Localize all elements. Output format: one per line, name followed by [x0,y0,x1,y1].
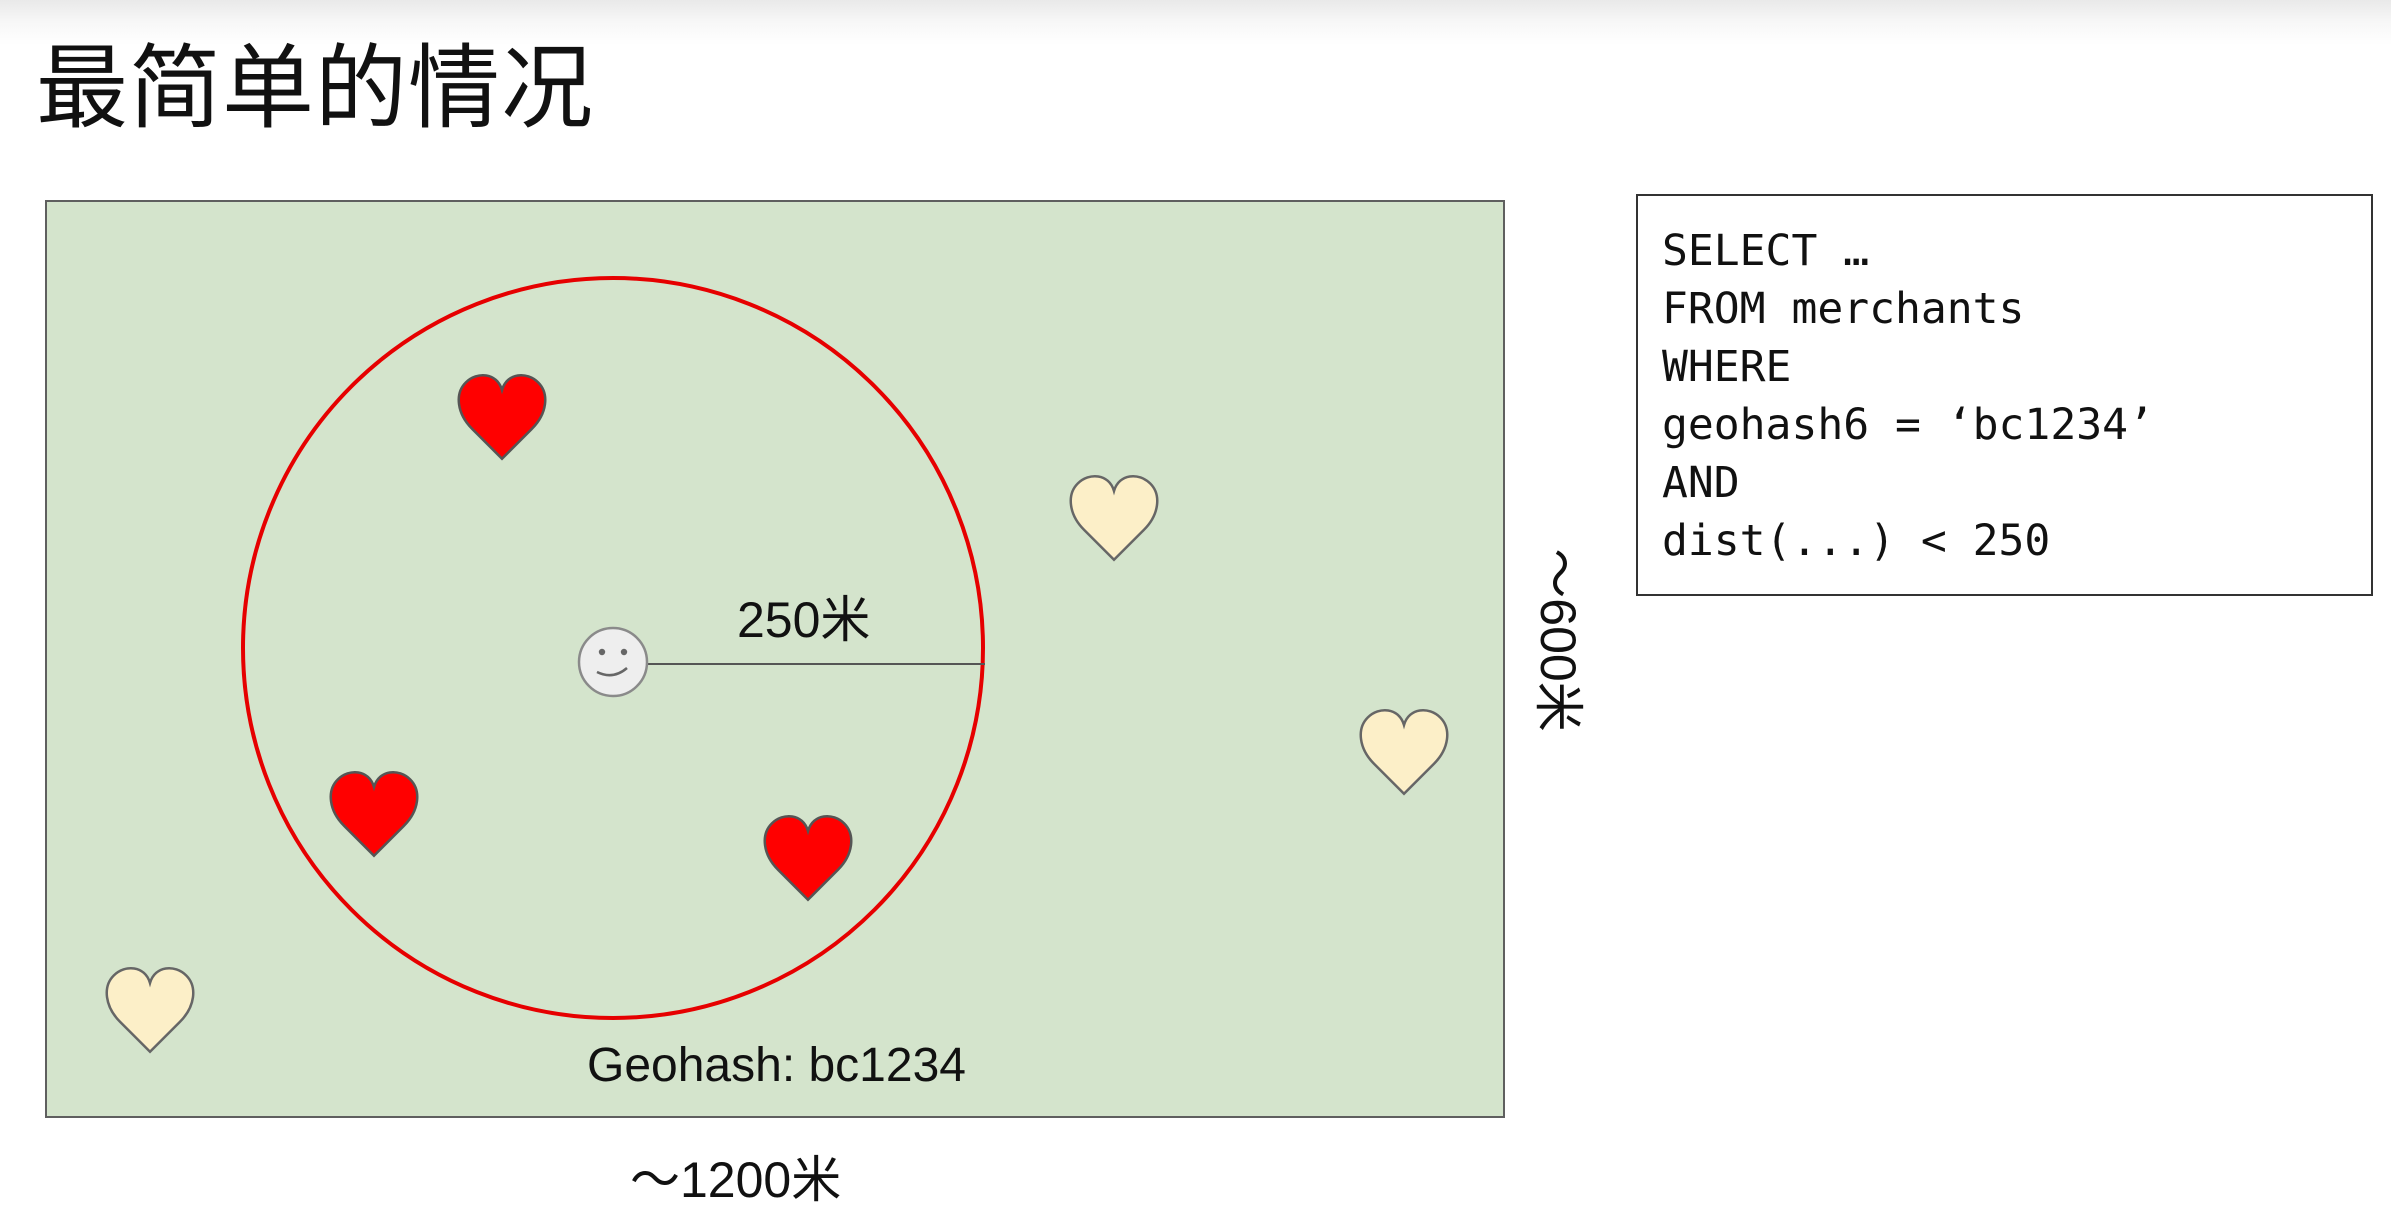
user-smiley-icon [577,626,649,698]
width-dimension-label: ～1200米 [630,1152,842,1206]
merchant-heart-icon [763,814,853,901]
geohash-label: Geohash: bc1234 [587,1039,966,1092]
search-radius-circle [241,276,985,1020]
merchant-heart-icon [329,770,419,857]
page-title: 最简单的情况 [36,35,595,142]
merchant-heart-icon [1069,474,1159,561]
sql-query-box: SELECT … FROM merchants WHERE geohash6 =… [1636,194,2373,596]
sql-line: AND [1662,458,1740,508]
merchant-heart-icon [105,966,195,1053]
sql-line: dist(...) < 250 [1662,516,2051,566]
height-dimension-label: ～600米 [1530,548,1586,732]
sql-line: WHERE [1662,342,1792,392]
sql-line: SELECT … [1662,226,1870,276]
merchant-heart-icon [457,373,547,460]
sql-line: geohash6 = ‘bc1234’ [1662,400,2154,450]
radius-label: 250米 [737,592,871,648]
map-canvas [105,276,1449,1053]
merchant-heart-icon [1359,708,1449,795]
sql-line: FROM merchants [1662,284,2025,334]
geohash-cell-map: 250米 Geohash: bc1234 [45,200,1505,1118]
